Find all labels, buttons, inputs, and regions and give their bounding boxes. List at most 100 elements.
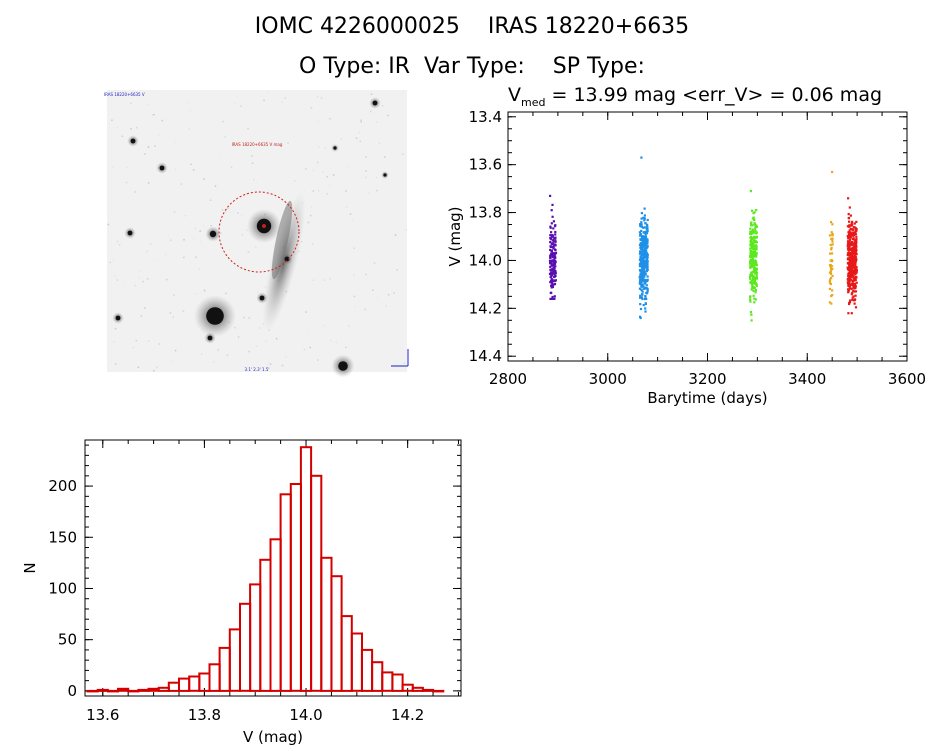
lc-point — [750, 279, 753, 282]
hist-x-tick-label: 14.0 — [289, 706, 322, 724]
lc-point — [644, 231, 647, 234]
lc-point — [645, 279, 648, 282]
lc-x-tick-label: 3400 — [788, 370, 826, 388]
lc-point — [829, 272, 833, 275]
lc-point — [749, 232, 752, 235]
hist-frame — [84, 439, 462, 697]
noise-pixel — [405, 229, 408, 231]
lc-point — [749, 190, 752, 193]
lc-point — [639, 265, 642, 268]
lc-point — [645, 252, 648, 255]
lc-point — [851, 220, 854, 223]
lc-point — [848, 260, 851, 263]
noise-pixel — [289, 94, 292, 96]
hist-y-tick-label: 0 — [67, 682, 77, 700]
lc-point — [848, 261, 851, 264]
noise-pixel — [253, 199, 255, 202]
noise-pixel — [394, 234, 397, 236]
lc-point — [643, 226, 646, 229]
lc-point — [751, 256, 754, 259]
noise-pixel — [183, 256, 185, 259]
noise-pixel — [352, 218, 354, 221]
lc-point — [754, 226, 757, 229]
noise-pixel — [323, 324, 325, 327]
lc-point — [644, 222, 647, 225]
lc-point — [855, 242, 858, 245]
noise-pixel — [134, 191, 136, 193]
lc-point — [639, 316, 642, 320]
noise-pixel — [147, 182, 150, 184]
lc-point — [640, 296, 643, 299]
lc-point — [640, 251, 643, 254]
hist-bar — [350, 632, 363, 692]
noise-pixel — [110, 360, 113, 363]
lc-point — [852, 295, 855, 298]
lc-point — [848, 283, 851, 286]
lc-point — [548, 259, 552, 262]
noise-pixel — [144, 153, 146, 155]
lc-point — [847, 237, 850, 240]
lc-point — [853, 258, 856, 261]
lc-point — [552, 262, 555, 266]
noise-pixel — [340, 138, 343, 140]
star — [284, 256, 290, 262]
noise-pixel — [210, 224, 212, 227]
noise-pixel — [301, 278, 303, 281]
lc-point — [639, 303, 642, 306]
noise-pixel — [199, 241, 201, 243]
lc-point — [753, 250, 756, 253]
noise-pixel — [301, 241, 303, 243]
noise-pixel — [147, 340, 150, 342]
lc-point — [830, 276, 833, 280]
noise-pixel — [153, 114, 155, 116]
hist-bar — [269, 538, 282, 692]
hist-bar — [157, 686, 170, 692]
lc-x-tick-label: 3000 — [589, 370, 627, 388]
noise-pixel — [245, 229, 248, 232]
lc-point — [549, 226, 552, 229]
lc-point — [642, 267, 645, 271]
noise-pixel — [130, 168, 132, 170]
lc-point — [753, 286, 756, 290]
hist-bar — [381, 671, 394, 692]
lc-point — [643, 264, 646, 267]
star — [115, 315, 121, 321]
lc-point — [854, 273, 857, 276]
lc-point — [853, 222, 856, 225]
lc-point — [752, 278, 755, 282]
noise-pixel — [135, 339, 138, 342]
lc-point — [851, 254, 854, 258]
thumbnail-label-top-left: IRAS 18220+6635 V — [104, 92, 145, 97]
lc-point — [754, 277, 757, 280]
lc-point — [639, 238, 642, 241]
lc-point — [549, 275, 553, 278]
lc-point — [854, 285, 857, 288]
lc-point — [752, 255, 756, 258]
noise-pixel — [329, 118, 331, 120]
lc-point — [639, 296, 642, 299]
lc-point — [549, 245, 553, 248]
noise-pixel — [326, 193, 328, 195]
lc-point — [550, 249, 553, 252]
lc-point — [644, 238, 647, 241]
noise-pixel — [149, 243, 152, 245]
lc-point — [643, 297, 647, 301]
lc-point — [645, 239, 648, 243]
lc-point — [554, 240, 557, 243]
noise-pixel — [233, 102, 236, 104]
lc-point — [549, 234, 552, 237]
hist-bar — [299, 446, 313, 692]
lc-point — [854, 231, 857, 234]
lc-point — [645, 250, 648, 254]
lc-point — [554, 260, 557, 263]
lc-point — [646, 255, 649, 259]
noise-pixel — [132, 346, 135, 349]
lc-point — [750, 237, 753, 240]
lc-point — [749, 244, 752, 247]
lc-point — [847, 231, 850, 234]
lc-point — [853, 279, 856, 282]
lc-point — [753, 252, 757, 255]
lc-point — [755, 231, 758, 234]
lc-point — [643, 251, 646, 254]
